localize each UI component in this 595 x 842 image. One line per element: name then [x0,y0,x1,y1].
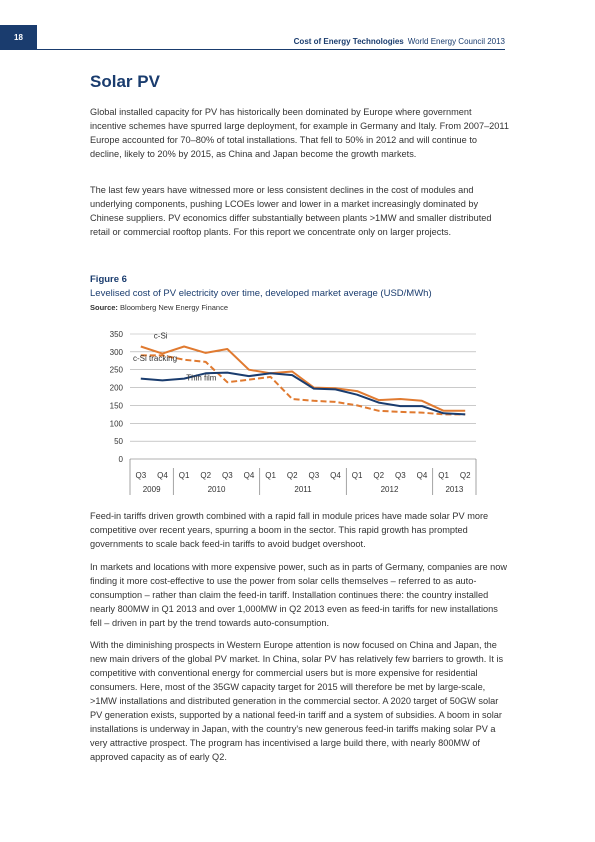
x-tick-label: Q2 [200,471,211,480]
y-tick-label: 100 [110,419,124,428]
running-header: Cost of Energy Technologies World Energy … [294,37,505,46]
y-tick-label: 350 [110,330,124,339]
x-tick-label: Q2 [460,471,471,480]
x-tick-label: Q3 [308,471,319,480]
year-label: 2013 [445,485,463,494]
figure-source-label: Source: [90,303,118,312]
series-line-c-si-tracking [140,354,466,416]
page-number: 18 [0,25,37,50]
series-line-c-si [140,345,466,412]
year-label: 2011 [294,485,312,494]
report-title: Cost of Energy Technologies [293,37,404,46]
x-tick-label: Q1 [265,471,276,480]
header-rule [37,49,505,50]
figure-source-text: Bloomberg New Energy Finance [120,303,229,312]
publisher: World Energy Council 2013 [407,37,505,46]
lcoe-line-chart: 0 50 100 150 200 250 300 350 Q3 Q4 Q1 Q2 Q3 Q4 Q1 Q2 Q3 Q… [110,330,477,495]
paragraph-4: In markets and locations with more expen… [90,562,508,628]
figure-title: Levelised cost of PV electricity over ti… [90,288,432,299]
y-tick-label: 50 [114,437,123,446]
series-line-thin-film [140,371,466,416]
x-tick-label: Q1 [438,471,449,480]
y-tick-label: 250 [110,366,124,375]
year-label: 2009 [143,485,161,494]
x-tick-label: Q3 [135,471,146,480]
series-label-c-si: c-Si [154,331,168,340]
paragraph-2: The last few years have witnessed more o… [90,185,492,237]
paragraph-5: With the diminishing prospects in Wester… [90,640,504,762]
x-tick-label: Q4 [244,471,255,480]
x-tick-label: Q1 [352,471,363,480]
y-tick-label: 150 [110,401,124,410]
series-label-c-si-tracking: c-Si tracking [133,354,177,363]
paragraph-1: Global installed capacity for PV has his… [90,107,509,159]
x-tick-label: Q1 [179,471,190,480]
paragraph-3: Feed-in tariffs driven growth combined w… [90,511,489,549]
y-tick-label: 300 [110,348,124,357]
x-tick-label: Q3 [222,471,233,480]
x-tick-label: Q4 [417,471,428,480]
y-tick-label: 0 [119,455,124,464]
y-tick-label: 200 [110,384,124,393]
x-tick-label: Q2 [373,471,384,480]
x-tick-label: Q4 [330,471,341,480]
x-tick-label: Q4 [157,471,168,480]
series-label-thin-film: Thin film [186,373,217,382]
section-title: Solar PV [90,72,160,91]
x-tick-label: Q2 [287,471,298,480]
year-label: 2010 [208,485,226,494]
x-tick-label: Q3 [395,471,406,480]
figure-source: Source: Bloomberg New Energy Finance [90,303,228,312]
figure-label: Figure 6 [90,274,127,285]
year-label: 2012 [381,485,399,494]
